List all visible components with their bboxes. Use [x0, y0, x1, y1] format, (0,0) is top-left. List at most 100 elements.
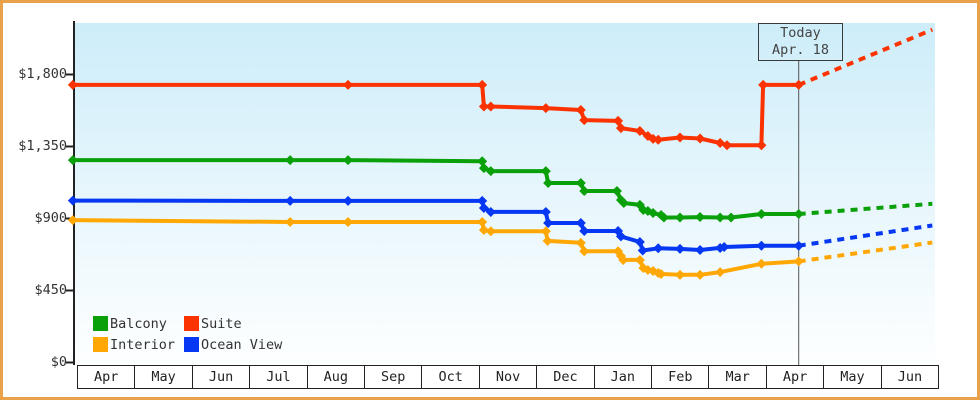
- data-point-interior: [575, 237, 586, 248]
- data-point-balcony: [793, 209, 804, 220]
- legend-item-ocean-view: Ocean View: [184, 334, 282, 355]
- data-point-interior: [540, 226, 551, 237]
- data-point-suite: [758, 79, 769, 90]
- data-point-ocean-view: [477, 195, 488, 206]
- month-cell: Mar: [708, 366, 765, 388]
- month-cell: Oct: [421, 366, 478, 388]
- data-point-balcony: [756, 209, 767, 220]
- series-line-ocean-view: [72, 198, 799, 253]
- data-point-balcony: [485, 166, 496, 177]
- data-point-balcony: [715, 212, 726, 223]
- month-cell: Jun: [880, 366, 938, 388]
- y-tick-label: $1,800: [18, 66, 67, 82]
- legend-label: Balcony: [110, 315, 167, 332]
- data-point-balcony: [726, 212, 737, 223]
- month-cell: Jul: [249, 366, 306, 388]
- data-point-interior: [656, 269, 667, 280]
- data-point-suite: [477, 79, 488, 90]
- y-tick-label: $450: [34, 282, 67, 298]
- data-point-suite: [485, 101, 496, 112]
- today-label: Today: [780, 25, 821, 41]
- data-point-balcony: [611, 185, 622, 196]
- data-point-suite: [756, 140, 767, 151]
- series-line-suite: [72, 82, 799, 148]
- data-point-ocean-view: [793, 240, 804, 251]
- month-cell: Apr: [765, 366, 823, 388]
- month-cell: May: [134, 366, 191, 388]
- month-cell: Feb: [651, 366, 708, 388]
- data-point-interior: [343, 217, 354, 228]
- data-point-ocean-view: [285, 195, 296, 206]
- data-point-interior: [674, 269, 685, 280]
- data-point-suite: [579, 115, 590, 126]
- series-projection-ocean-view: [798, 223, 933, 248]
- data-point-balcony: [658, 212, 669, 223]
- data-point-suite: [615, 123, 626, 134]
- y-tick-label: $900: [34, 210, 67, 226]
- data-point-balcony: [543, 177, 554, 188]
- data-point-ocean-view: [575, 217, 586, 228]
- data-point-ocean-view: [343, 195, 354, 206]
- month-cell: Jan: [593, 366, 651, 388]
- data-point-ocean-view: [543, 217, 554, 228]
- price-history-chart: [66, 21, 934, 365]
- data-point-interior: [618, 254, 629, 265]
- legend-label: Suite: [201, 315, 242, 332]
- y-tick-label: $1,350: [18, 138, 67, 154]
- data-point-interior: [477, 217, 488, 228]
- data-point-interior: [695, 269, 706, 280]
- y-tick-label: $0: [50, 354, 67, 370]
- data-point-interior: [715, 267, 726, 278]
- plot-background: [75, 23, 935, 365]
- data-point-balcony: [618, 197, 629, 208]
- data-point-suite: [695, 133, 706, 144]
- data-point-ocean-view: [485, 206, 496, 217]
- legend-label: Interior: [110, 336, 176, 353]
- data-point-interior: [485, 226, 496, 237]
- data-point-interior: [793, 256, 804, 267]
- month-cell: May: [823, 366, 880, 388]
- data-point-ocean-view: [615, 231, 626, 242]
- data-point-ocean-view: [756, 240, 767, 251]
- data-point-balcony: [67, 155, 78, 166]
- data-point-balcony: [540, 166, 551, 177]
- ocean-view-swatch-icon: [184, 337, 199, 352]
- data-point-ocean-view: [67, 195, 78, 206]
- data-point-suite: [478, 101, 489, 112]
- data-point-ocean-view: [695, 245, 706, 256]
- legend-item-suite: Suite: [184, 313, 282, 334]
- data-point-balcony: [285, 155, 296, 166]
- data-point-interior: [67, 215, 78, 226]
- data-point-suite: [67, 79, 78, 90]
- data-point-interior: [579, 246, 590, 257]
- month-cell: Apr: [94, 369, 119, 385]
- data-point-ocean-view: [719, 241, 730, 252]
- data-point-balcony: [674, 212, 685, 223]
- data-point-suite: [575, 105, 586, 116]
- data-point-ocean-view: [540, 206, 551, 217]
- data-point-suite: [653, 134, 664, 145]
- data-point-suite: [674, 132, 685, 143]
- data-point-ocean-view: [653, 243, 664, 254]
- series-projection-interior: [798, 240, 933, 264]
- data-point-balcony: [695, 212, 706, 223]
- month-cell: Nov: [478, 366, 536, 388]
- data-point-ocean-view: [634, 237, 645, 248]
- data-point-suite: [613, 115, 624, 126]
- data-point-suite: [793, 79, 804, 90]
- today-annotation: Today Apr. 18: [758, 23, 843, 61]
- suite-swatch-icon: [184, 316, 199, 331]
- data-point-interior: [756, 258, 767, 269]
- interior-swatch-icon: [93, 337, 108, 352]
- x-axis-month-strip: Apr May Jun Jul Aug Sep Oct Nov Dec Jan …: [77, 365, 939, 389]
- series-projection-suite: [797, 27, 934, 87]
- data-point-suite: [343, 79, 354, 90]
- today-date: Apr. 18: [772, 42, 829, 58]
- month-cell: Dec: [536, 366, 593, 388]
- data-point-ocean-view: [637, 245, 648, 256]
- data-point-interior: [542, 235, 553, 246]
- data-point-balcony: [477, 156, 488, 167]
- legend-item-interior: Interior: [93, 334, 184, 355]
- data-point-interior: [634, 254, 645, 265]
